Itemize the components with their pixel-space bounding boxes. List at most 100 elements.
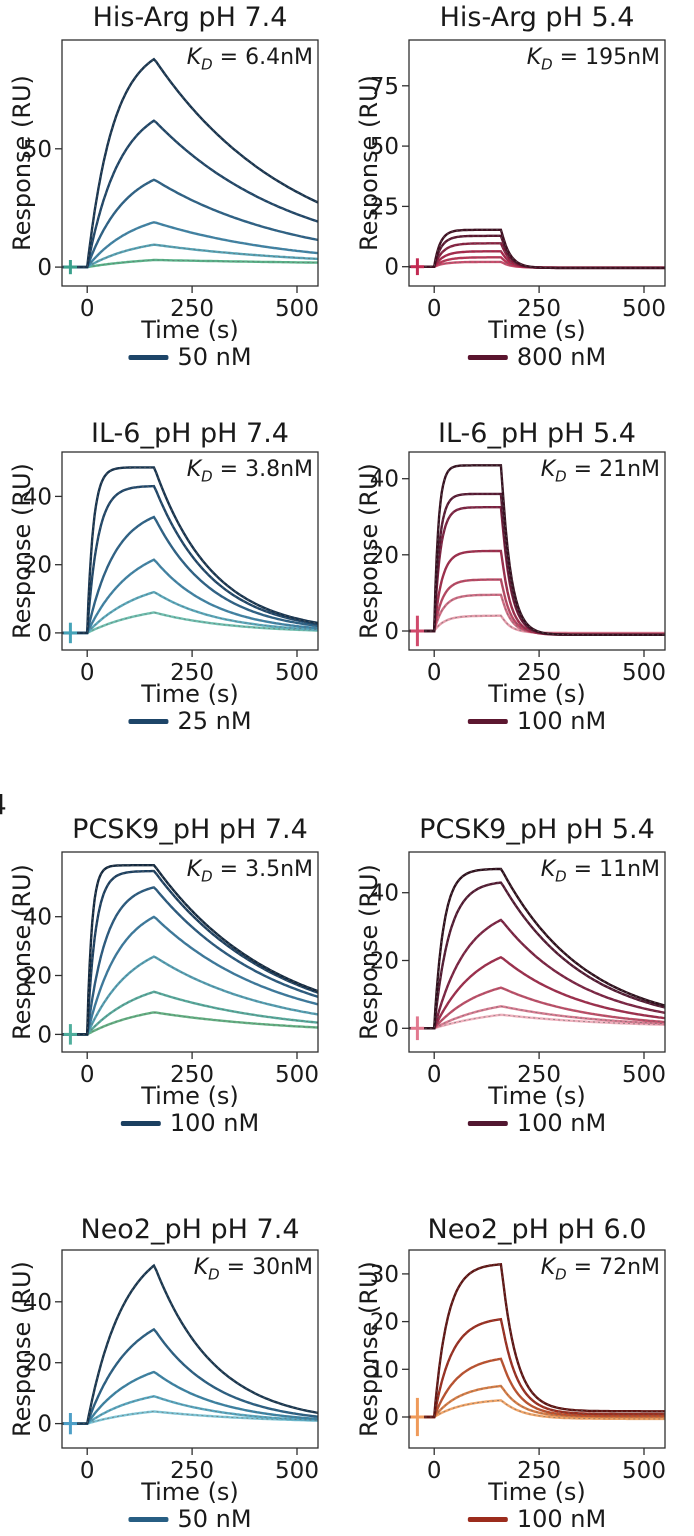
x-tick-label: 250 xyxy=(170,1062,214,1088)
sensorgram-curve xyxy=(409,867,666,1030)
x-tick-label: 500 xyxy=(622,1062,666,1088)
x-tick-label: 500 xyxy=(622,660,666,686)
fit-curve-dotted xyxy=(62,179,319,268)
x-tick-label: 0 xyxy=(80,1062,95,1088)
y-tick-label: 40 xyxy=(370,467,399,493)
fit-curve-dotted xyxy=(62,120,319,268)
plot-box xyxy=(61,39,319,287)
x-axis-label: Time (s) xyxy=(141,1082,239,1110)
y-tick-label: 0 xyxy=(384,619,399,645)
fit-curve-dotted xyxy=(62,244,319,268)
x-tick-label: 500 xyxy=(275,1458,319,1484)
y-tick-label: 25 xyxy=(370,194,399,220)
legend-label: 800 nM xyxy=(516,343,607,371)
fit-curve-dotted xyxy=(62,485,319,634)
y-tick-label: 0 xyxy=(37,1022,52,1048)
fit-curve-dotted xyxy=(409,1385,665,1418)
fit-curve-dotted xyxy=(409,464,665,636)
sensorgram-curve xyxy=(62,484,319,635)
sensorgram-curve xyxy=(62,915,319,1036)
y-tick-label: 20 xyxy=(370,1310,399,1336)
x-tick-label: 0 xyxy=(427,1062,442,1088)
kd-annotation: KD = 21nM xyxy=(540,457,660,486)
x-axis-label: Time (s) xyxy=(488,680,586,708)
x-tick-label: 500 xyxy=(275,1062,319,1088)
fit-curve-dotted xyxy=(62,259,318,268)
legend: 100 nM xyxy=(120,1109,260,1137)
y-tick-label: 0 xyxy=(384,1016,399,1042)
sensorgram-curve xyxy=(62,178,319,269)
fit-curve-dotted xyxy=(62,1371,319,1425)
x-axis-label: Time (s) xyxy=(141,316,239,344)
legend-line xyxy=(467,1120,508,1126)
sensorgram-curve xyxy=(62,119,319,269)
y-tick-label: 0 xyxy=(384,1405,399,1431)
sensorgram-curve xyxy=(409,506,665,636)
y-tick-label: 50 xyxy=(370,134,399,160)
fit-curve-dotted xyxy=(62,221,319,268)
sensorgram-plot: 0 20 40 0 250 500 xyxy=(370,851,666,1088)
fit-curve-dotted xyxy=(62,1411,318,1425)
sensorgram-curve xyxy=(62,1395,319,1425)
sensorgram-plot: 0 20 40 0 250 500 xyxy=(23,1249,319,1484)
x-tick-label: 0 xyxy=(80,296,95,322)
fit-curve-dotted xyxy=(409,615,665,634)
y-tick-label: 0 xyxy=(37,1412,52,1438)
y-tick-label: 75 xyxy=(370,74,399,100)
sensorgram-curve xyxy=(62,1011,319,1036)
fit-curve-dotted xyxy=(62,1328,319,1425)
kd-annotation: KD = 3.5nM xyxy=(186,857,313,886)
x-axis-label: Time (s) xyxy=(141,680,239,708)
kd-annotation: KD = 6.4nM xyxy=(186,45,313,74)
fit-curve-dotted xyxy=(409,1005,666,1029)
sensorgram-curve xyxy=(409,593,665,635)
sensorgram-plot: 0 25 50 75 0 250 500 xyxy=(370,39,666,322)
plot-title: His-Arg pH 5.4 xyxy=(439,2,635,33)
x-tick-label: 500 xyxy=(622,296,666,322)
x-tick-label: 250 xyxy=(517,660,561,686)
sensorgram-plot: 0 20 40 0 250 500 xyxy=(370,451,666,686)
fit-curve-dotted xyxy=(62,991,319,1035)
fit-curve-dotted xyxy=(62,559,319,634)
sensorgram-curve xyxy=(62,1327,319,1425)
y-tick-label: 20 xyxy=(23,1351,52,1377)
plot-title: Neo2_pH pH 6.0 xyxy=(427,1214,647,1245)
fit-curve-dotted xyxy=(409,987,666,1029)
y-tick-label: 40 xyxy=(23,905,52,931)
fit-curve-dotted xyxy=(62,886,319,1035)
plot-box xyxy=(408,851,666,1053)
plot-box xyxy=(61,451,319,651)
x-tick-label: 500 xyxy=(622,1458,666,1484)
legend: 800 nM xyxy=(467,343,607,371)
legend-label: 100 nM xyxy=(169,1109,260,1137)
y-tick-label: 20 xyxy=(23,553,52,579)
panel-il6-ph-7-4: IL-6_pH pH 7.4 Response (RU) 0 20 40 0 250 50… xyxy=(0,384,347,768)
fit-curve-dotted xyxy=(62,1264,319,1425)
x-tick-label: 250 xyxy=(170,660,214,686)
legend-line xyxy=(467,354,508,360)
x-tick-label: 0 xyxy=(427,1458,442,1484)
sensorgram-curve xyxy=(409,1357,665,1419)
y-tick-label: 20 xyxy=(370,949,399,975)
x-tick-label: 0 xyxy=(427,296,442,322)
x-axis-label: Time (s) xyxy=(488,316,586,344)
y-tick-label: 0 xyxy=(37,621,52,647)
fit-curve-dotted xyxy=(62,612,318,634)
fit-curve-dotted xyxy=(409,882,666,1029)
legend: 50 nM xyxy=(128,343,252,371)
fit-curve-dotted xyxy=(409,1263,665,1418)
plot-title: IL-6_pH pH 5.4 xyxy=(438,418,636,449)
kd-annotation: KD = 3.8nM xyxy=(186,457,313,486)
x-tick-label: 500 xyxy=(275,296,319,322)
kd-annotation: KD = 195nM xyxy=(526,45,660,74)
plot-box xyxy=(61,1249,319,1449)
y-tick-label: 40 xyxy=(23,1290,52,1316)
legend: 25 nM xyxy=(128,707,252,735)
sensorgram-plot: 0 10 20 30 0 250 500 xyxy=(370,1249,666,1484)
sensorgram-plot: 0 20 40 0 250 500 xyxy=(23,851,319,1088)
sensorgram-curve xyxy=(409,1263,665,1419)
x-axis-label: Time (s) xyxy=(488,1478,586,1506)
fit-curve-dotted xyxy=(62,864,319,1035)
legend-line xyxy=(128,718,169,724)
